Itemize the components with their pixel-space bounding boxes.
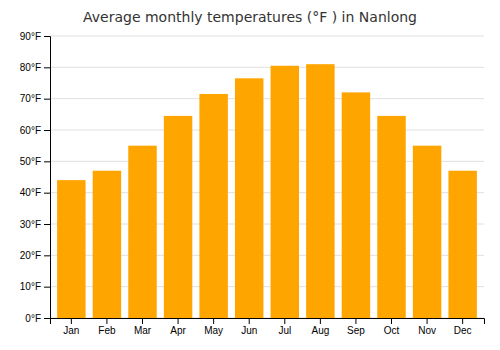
tick-label: Mar <box>134 325 152 336</box>
tick-label: 60°F <box>20 125 41 136</box>
x-axis: Jan Feb Mar Apr May Jun Jul Aug Sep Oct Nov Dec <box>51 318 485 336</box>
bar <box>57 180 85 318</box>
bar <box>164 116 192 318</box>
tick: 80°F <box>20 62 50 73</box>
tick-mark <box>44 161 50 162</box>
grid <box>50 36 484 318</box>
tick-label: Jan <box>63 325 79 336</box>
tick-mark <box>391 318 392 324</box>
chart: Average monthly temperatures (°F ) in Na… <box>0 0 500 350</box>
grid-line <box>50 98 484 99</box>
tick: 50°F <box>20 156 50 167</box>
tick-mark <box>178 318 179 324</box>
tick-mark <box>106 318 107 324</box>
tick: Feb <box>98 318 116 336</box>
y-axis: 0°F 10°F 20°F 30°F 40°F 50°F 60°F 70°F 80°F 90°F <box>20 31 51 324</box>
axis-line <box>51 319 485 325</box>
grid-line <box>50 36 484 37</box>
tick: May <box>204 318 223 336</box>
bar <box>448 171 476 318</box>
tick-mark <box>44 36 50 37</box>
tick: Nov <box>418 318 436 336</box>
bar <box>342 92 370 318</box>
tick-label: 30°F <box>20 219 41 230</box>
tick-mark <box>142 318 143 324</box>
tick: 60°F <box>20 125 50 136</box>
tick: Oct <box>384 318 400 336</box>
tick-label: Feb <box>98 325 116 336</box>
tick-label: Oct <box>384 325 400 336</box>
bar <box>377 116 405 318</box>
tick: Mar <box>134 318 152 336</box>
tick-label: Aug <box>311 325 329 336</box>
tick-label: 10°F <box>20 281 41 292</box>
tick: Jul <box>278 318 291 336</box>
bar <box>271 66 299 318</box>
tick-label: Jul <box>278 325 291 336</box>
tick-label: 40°F <box>20 187 41 198</box>
tick-label: Jun <box>241 325 257 336</box>
tick-label: 90°F <box>20 31 41 42</box>
bar <box>93 171 121 318</box>
tick: Jan <box>63 318 79 336</box>
bar <box>306 64 334 318</box>
bars <box>57 64 477 318</box>
tick-mark <box>284 318 285 324</box>
tick-label: Apr <box>170 325 186 336</box>
tick-mark <box>427 318 428 324</box>
grid-line <box>50 67 484 68</box>
tick: Aug <box>311 318 329 336</box>
tick: 30°F <box>20 219 50 230</box>
tick-mark <box>44 287 50 288</box>
tick-mark <box>44 193 50 194</box>
tick-label: Sep <box>347 325 365 336</box>
bar <box>199 94 227 318</box>
tick-label: May <box>204 325 223 336</box>
tick-label: Dec <box>454 325 472 336</box>
tick-mark <box>44 318 50 319</box>
tick: Sep <box>347 318 365 336</box>
tick-mark <box>44 130 50 131</box>
axis-line <box>44 37 51 319</box>
tick-mark <box>249 318 250 324</box>
tick-label: 70°F <box>20 93 41 104</box>
tick-mark <box>71 318 72 324</box>
tick-mark <box>320 318 321 324</box>
tick-label: 80°F <box>20 62 41 73</box>
tick: Jun <box>241 318 257 336</box>
tick: 10°F <box>20 281 50 292</box>
tick-label: 0°F <box>25 313 41 324</box>
bar <box>235 78 263 318</box>
tick: 0°F <box>25 313 50 324</box>
tick-mark <box>213 318 214 324</box>
tick: 40°F <box>20 187 50 198</box>
tick-label: 50°F <box>20 156 41 167</box>
title: Average monthly temperatures (°F ) in Na… <box>83 9 417 25</box>
tick: 90°F <box>20 31 50 42</box>
tick-mark <box>44 99 50 100</box>
tick: Apr <box>170 318 186 336</box>
grid-line <box>50 130 484 131</box>
tick: Dec <box>454 318 472 336</box>
tick-label: Nov <box>418 325 436 336</box>
bar <box>128 146 156 318</box>
tick-mark <box>44 224 50 225</box>
bar <box>413 146 441 318</box>
tick: 70°F <box>20 93 50 104</box>
tick-mark <box>355 318 356 324</box>
tick: 20°F <box>20 250 50 261</box>
tick-label: 20°F <box>20 250 41 261</box>
plot: 0°F 10°F 20°F 30°F 40°F 50°F 60°F 70°F 80°F 90°F J… <box>20 31 485 336</box>
tick-mark <box>462 318 463 324</box>
tick-mark <box>44 67 50 68</box>
tick-mark <box>44 255 50 256</box>
